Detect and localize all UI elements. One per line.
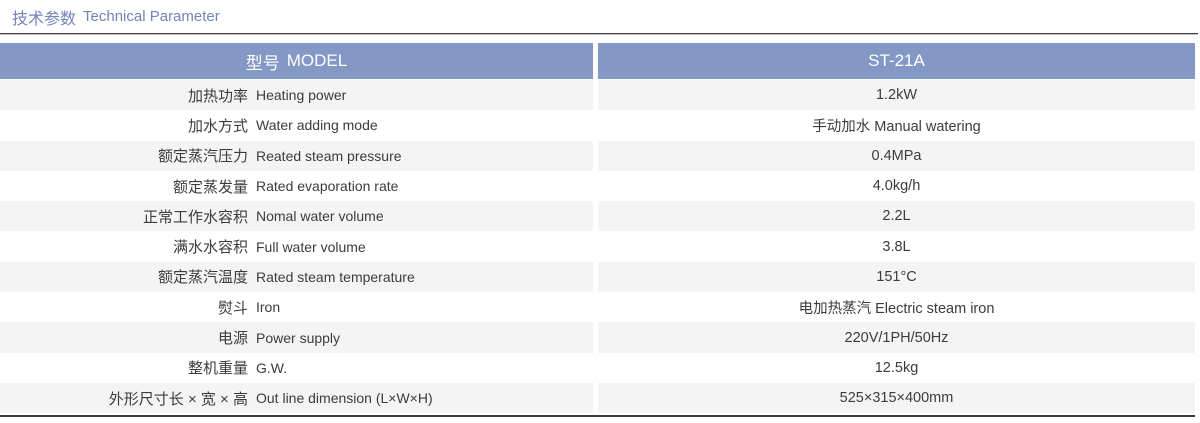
table-row: 加热功率 Heating power 1.2kW: [0, 80, 1195, 111]
column-gap: [593, 110, 598, 141]
table-row: 额定蒸汽温度 Rated steam temperature 151°C: [0, 261, 1195, 293]
table-row: 额定蒸汽压力 Reated steam pressure 0.4MPa: [0, 140, 1195, 171]
param-value-cell: 电加热蒸汽 Electric steam iron: [598, 292, 1195, 323]
param-label-cell: 正常工作水容积 Nomal water volume: [0, 201, 593, 232]
param-value-cell: 3.8L: [598, 231, 1195, 262]
column-gap: [593, 261, 598, 293]
model-header-cell: 型号 MODEL: [0, 43, 593, 79]
column-gap: [593, 201, 598, 232]
param-label-cell: 加热功率 Heating power: [0, 80, 593, 111]
column-gap: [593, 352, 598, 383]
param-label-zh: 额定蒸汽压力: [157, 148, 248, 166]
table-bottom-rule: [0, 415, 1195, 418]
table-row: 整机重量 G.W. 12.5kg: [0, 352, 1195, 383]
spec-table: 型号 MODEL ST-21A 加热功率 Heating power 1.2kW…: [0, 43, 1195, 414]
section-title-zh: 技术参数: [12, 10, 77, 28]
param-label-zh: 额定蒸发量: [172, 178, 248, 196]
param-label-en: Full water volume: [256, 238, 366, 255]
column-gap: [593, 322, 598, 353]
param-value-cell: 2.2L: [598, 201, 1195, 232]
param-value-cell: 手动加水 Manual watering: [598, 110, 1195, 141]
model-value-header-cell: ST-21A: [598, 43, 1195, 79]
table-row: 加水方式 Water adding mode 手动加水 Manual water…: [0, 110, 1195, 141]
table-row: 满水水容积 Full water volume 3.8L: [0, 231, 1195, 262]
table-row: 正常工作水容积 Nomal water volume 2.2L: [0, 201, 1195, 232]
param-value-cell: 220V/1PH/50Hz: [598, 322, 1195, 353]
column-gap: [593, 382, 598, 414]
param-label-en: Rated evaporation rate: [256, 178, 399, 195]
param-label-en: Water adding mode: [256, 117, 378, 134]
table-row: 电源 Power supply 220V/1PH/50Hz: [0, 322, 1195, 353]
param-label-cell: 额定蒸发量 Rated evaporation rate: [0, 170, 593, 202]
param-label-zh: 满水水容积: [172, 239, 248, 257]
param-label-zh: 正常工作水容积: [142, 208, 248, 226]
model-header-zh: 型号: [245, 53, 280, 73]
param-value-cell: 4.0kg/h: [598, 170, 1195, 202]
param-label-en: Heating power: [256, 87, 347, 104]
param-label-zh: 额定蒸汽温度: [157, 269, 248, 287]
param-label-en: Iron: [256, 299, 281, 316]
param-label-cell: 电源 Power supply: [0, 322, 593, 353]
param-label-zh: 加热功率: [187, 87, 248, 105]
column-gap: [593, 43, 598, 79]
column-gap: [593, 170, 598, 202]
param-value-cell: 151°C: [598, 261, 1195, 293]
section-title-en: Technical Parameter: [83, 8, 220, 25]
param-value-cell: 12.5kg: [598, 352, 1195, 383]
param-label-cell: 额定蒸汽压力 Reated steam pressure: [0, 140, 593, 171]
param-label-zh: 加水方式: [187, 117, 248, 135]
param-value-cell: 1.2kW: [598, 80, 1195, 111]
section-title: 技术参数 Technical Parameter: [0, 0, 1200, 33]
param-label-en: G.W.: [256, 359, 288, 376]
param-label-cell: 熨斗 Iron: [0, 292, 593, 323]
param-label-zh: 整机重量: [187, 360, 248, 378]
table-row: 外形尺寸长 × 宽 × 高 Out line dimension (L×W×H)…: [0, 382, 1195, 414]
column-gap: [593, 292, 598, 323]
param-label-cell: 加水方式 Water adding mode: [0, 110, 593, 141]
param-label-en: Nomal water volume: [256, 208, 384, 225]
param-label-en: Power supply: [256, 329, 341, 346]
param-label-cell: 外形尺寸长 × 宽 × 高 Out line dimension (L×W×H): [0, 382, 593, 414]
param-value-cell: 525×315×400mm: [598, 382, 1195, 414]
param-label-en: Reated steam pressure: [256, 147, 402, 164]
param-label-cell: 整机重量 G.W.: [0, 352, 593, 383]
param-label-en: Rated steam temperature: [256, 268, 415, 285]
param-label-cell: 额定蒸汽温度 Rated steam temperature: [0, 261, 593, 293]
column-gap: [593, 80, 598, 111]
param-value-cell: 0.4MPa: [598, 140, 1195, 171]
param-label-zh: 电源: [217, 330, 248, 348]
param-label-zh: 熨斗: [217, 299, 248, 317]
model-value: ST-21A: [868, 51, 925, 70]
param-label-zh: 外形尺寸长 × 宽 × 高: [108, 390, 248, 408]
column-gap: [593, 140, 598, 171]
table-row: 熨斗 Iron 电加热蒸汽 Electric steam iron: [0, 292, 1195, 323]
column-gap: [593, 231, 598, 262]
model-header-en: MODEL: [286, 51, 348, 70]
title-divider-rule: [0, 33, 1198, 35]
param-label-cell: 满水水容积 Full water volume: [0, 231, 593, 262]
param-label-en: Out line dimension (L×W×H): [256, 390, 433, 407]
table-header-row: 型号 MODEL ST-21A: [0, 43, 1195, 79]
table-row: 额定蒸发量 Rated evaporation rate 4.0kg/h: [0, 170, 1195, 202]
